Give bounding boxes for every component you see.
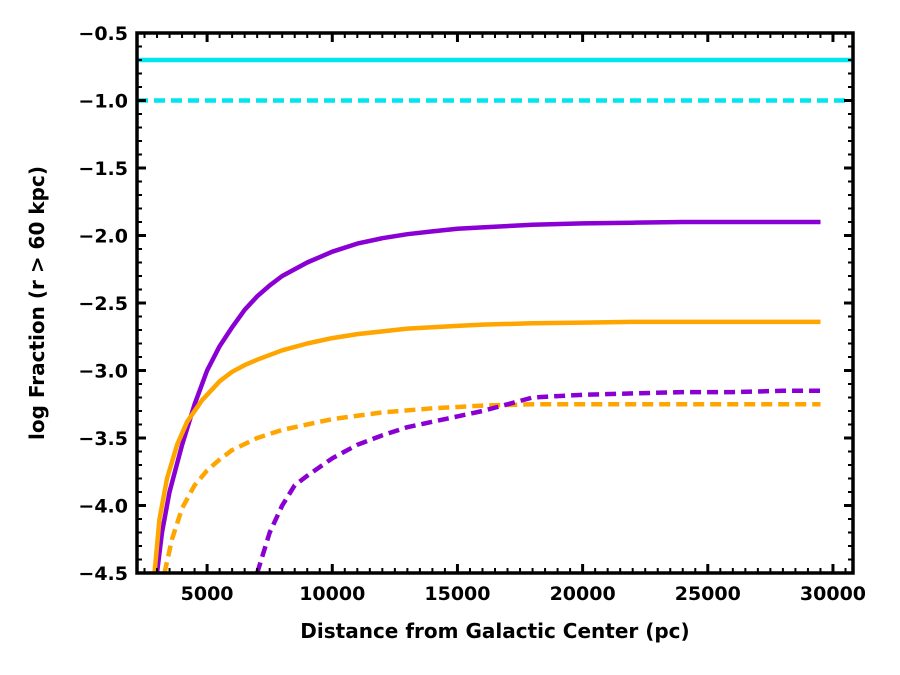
series-line-4-solid: [152, 319, 821, 573]
x-axis-label: Distance from Galactic Center (pc): [300, 619, 689, 643]
y-tick-label: −3.0: [78, 361, 128, 383]
x-tick-label: 10000: [299, 583, 365, 605]
y-tick-label: −4.5: [78, 563, 128, 585]
series-line-6-dashed: [255, 388, 821, 573]
x-tick-label: 25000: [675, 583, 741, 605]
y-tick-label: −2.5: [78, 293, 128, 315]
series-line-3-solid: [154, 219, 821, 573]
series-layer: [137, 57, 853, 573]
y-tick-label: −0.5: [78, 23, 128, 45]
y-tick-label: −1.5: [78, 158, 128, 180]
x-tick-label: 20000: [550, 583, 616, 605]
y-tick-label: −4.0: [78, 496, 128, 518]
y-tick-label: −3.5: [78, 428, 128, 450]
series-line-5-dashed: [162, 402, 821, 573]
x-tick-label: 15000: [424, 583, 490, 605]
y-axis-label: log Fraction (r > 60 kpc): [25, 166, 49, 440]
y-tick-label: −1.0: [78, 91, 128, 113]
x-tick-label: 30000: [800, 583, 866, 605]
y-tick-label: −2.0: [78, 226, 128, 248]
plot-frame: [135, 31, 855, 575]
ticks-layer: 5000 10000 15000 20000 25000 30000 −4.5 −4.0 −3.…: [78, 23, 866, 605]
x-tick-label: 5000: [181, 583, 234, 605]
